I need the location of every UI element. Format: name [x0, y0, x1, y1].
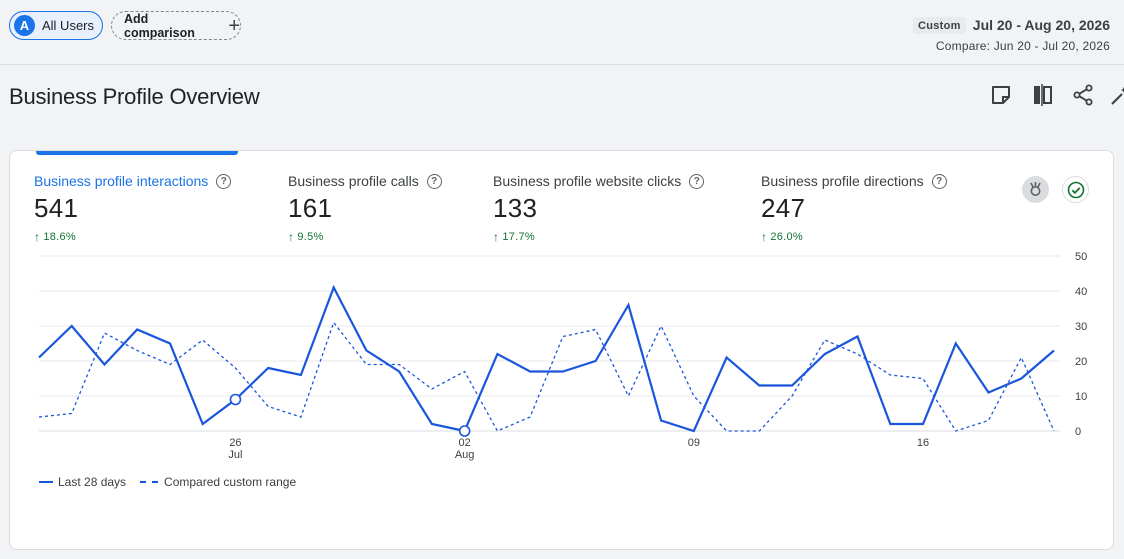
x-tick-label: 26 — [229, 437, 241, 449]
metric-tab-website-clicks[interactable]: Business profile website clicks? 133 ↑ 17… — [493, 173, 705, 244]
metric-value: 161 — [288, 193, 333, 223]
x-tick-month-label: Jul — [228, 449, 242, 461]
metric-delta: 17.7% — [502, 231, 536, 243]
compare-columns-icon[interactable] — [1032, 84, 1054, 106]
metric-value: 247 — [761, 193, 806, 223]
date-range-picker[interactable]: Jul 20 - Aug 20, 2026 — [972, 17, 1110, 33]
help-icon[interactable]: ? — [689, 173, 705, 189]
insights-icon[interactable] — [1022, 176, 1049, 203]
metric-label: Business profile calls — [288, 173, 419, 189]
series-line-current — [38, 284, 1055, 433]
arrow-up-icon: ↑ — [288, 230, 295, 244]
x-tick-label: 16 — [917, 437, 929, 449]
top-toolbar: A All Users Add comparison + Custom Jul … — [0, 0, 1124, 65]
metric-label: Business profile website clicks — [493, 173, 682, 189]
check-circle-icon[interactable] — [1062, 176, 1089, 203]
x-tick-label: 02 — [459, 437, 471, 449]
add-comparison-button[interactable]: Add comparison + — [111, 11, 241, 40]
legend-current-label: Last 28 days — [58, 475, 127, 489]
y-tick-label: 20 — [1075, 356, 1087, 368]
page-title: Business Profile Overview — [9, 84, 260, 109]
chart-legend: Last 28 days Compared custom range — [39, 475, 296, 489]
metric-delta: 18.6% — [43, 231, 77, 243]
y-tick-label: 50 — [1075, 251, 1087, 263]
metric-tab-calls[interactable]: Business profile calls? 161 ↑ 9.5% — [288, 173, 442, 244]
legend-compare-label: Compared custom range — [164, 475, 297, 489]
metric-delta: 26.0% — [770, 231, 804, 243]
help-icon[interactable]: ? — [931, 173, 947, 189]
arrow-up-icon: ↑ — [493, 230, 500, 244]
y-tick-label: 0 — [1075, 426, 1081, 438]
y-tick-label: 30 — [1075, 321, 1087, 333]
x-tick-label: 09 — [688, 437, 700, 449]
segment-avatar: A — [14, 15, 35, 36]
legend-solid-swatch — [39, 481, 53, 483]
share-icon[interactable] — [1072, 84, 1094, 106]
overview-card: Business profile interactions? 541 ↑ 18.6… — [9, 150, 1114, 550]
help-icon[interactable]: ? — [216, 173, 232, 189]
y-tick-label: 10 — [1075, 391, 1087, 403]
y-tick-label: 40 — [1075, 286, 1087, 298]
metric-value: 541 — [34, 193, 79, 223]
help-icon[interactable]: ? — [426, 173, 442, 189]
series-line-compared — [38, 321, 1055, 432]
metric-delta: 9.5% — [297, 231, 324, 243]
series-point-marker — [229, 393, 242, 406]
metric-label: Business profile interactions — [34, 173, 209, 189]
legend-dashed-swatch — [140, 481, 159, 483]
metric-value: 133 — [493, 193, 538, 223]
segment-label: All Users — [42, 18, 95, 33]
metric-label: Business profile directions — [761, 173, 924, 189]
add-comparison-label: Add comparison — [124, 11, 195, 40]
plus-icon: + — [228, 14, 240, 37]
date-type-badge: Custom — [913, 17, 966, 34]
active-tab-indicator — [36, 151, 238, 155]
insights-wand-icon[interactable] — [1110, 84, 1124, 106]
arrow-up-icon: ↑ — [761, 230, 768, 244]
note-icon[interactable] — [990, 84, 1012, 106]
arrow-up-icon: ↑ — [34, 230, 41, 244]
segment-chip-all-users[interactable]: A All Users — [9, 11, 103, 40]
x-tick-month-label: Aug — [455, 449, 475, 461]
metric-tab-directions[interactable]: Business profile directions? 247 ↑ 26.0% — [761, 173, 947, 244]
series-point-marker — [458, 425, 471, 437]
metric-tab-interactions[interactable]: Business profile interactions? 541 ↑ 18.6… — [34, 173, 232, 244]
compare-date-range: Compare: Jun 20 - Jul 20, 2026 — [935, 39, 1110, 53]
